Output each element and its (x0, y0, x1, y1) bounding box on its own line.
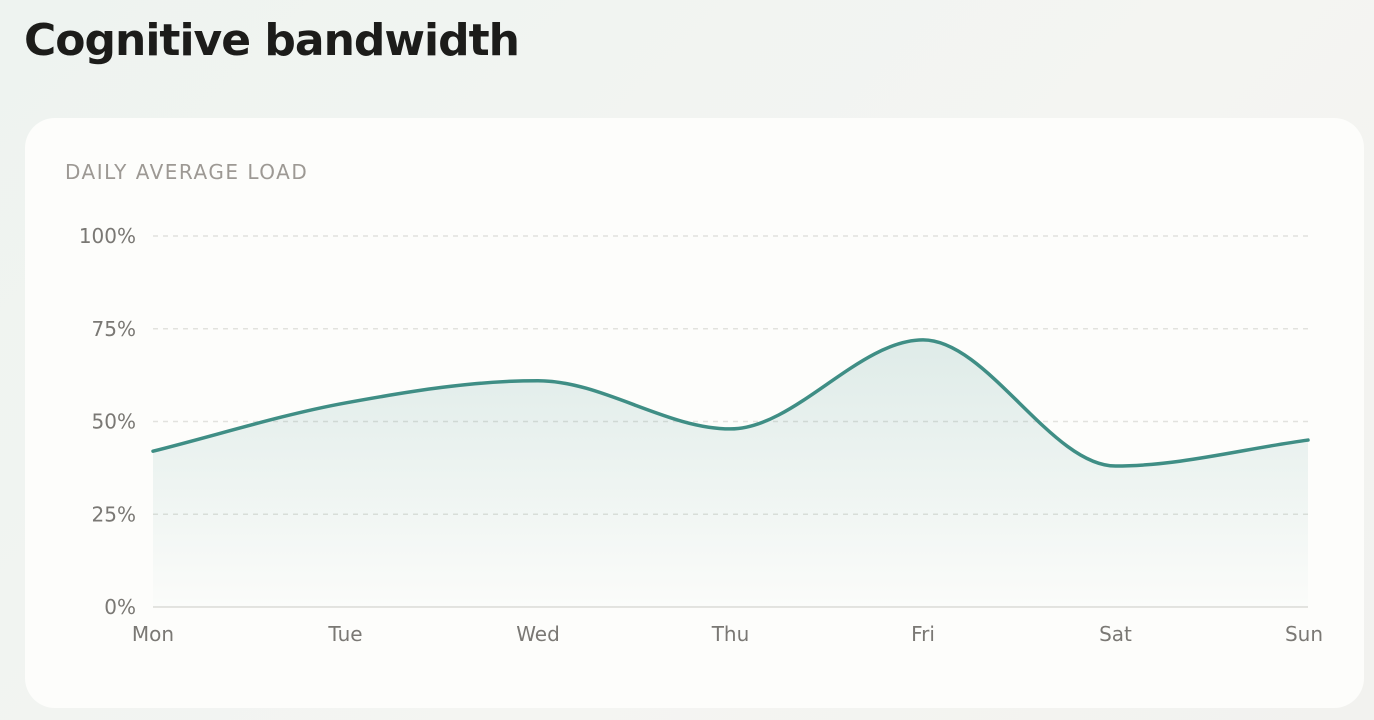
y-tick-label: 0% (104, 595, 136, 619)
line (151, 338, 1310, 468)
x-tick-label: Tue (327, 622, 362, 646)
y-tick-label: 25% (92, 502, 136, 526)
chart-subtitle: DAILY AVERAGE LOAD (65, 160, 308, 184)
x-tick-label: Sun (1285, 622, 1323, 646)
x-tick-label: Wed (516, 622, 560, 646)
area-fill (153, 339, 1308, 607)
card (25, 118, 1364, 708)
x-tick-label: Fri (911, 622, 935, 646)
x-tick-label: Mon (132, 622, 174, 646)
plot: 0% 25% 50% 75% 100% Mon Tue Wed Thu Fri Sat Sun (79, 224, 1323, 646)
y-tick-label: 100% (79, 224, 136, 248)
y-tick-label: 50% (92, 410, 136, 434)
x-tick-label: Sat (1099, 622, 1132, 646)
x-tick-label: Thu (711, 622, 750, 646)
page-title: Cognitive bandwidth (24, 15, 519, 66)
y-tick-label: 75% (92, 317, 136, 341)
